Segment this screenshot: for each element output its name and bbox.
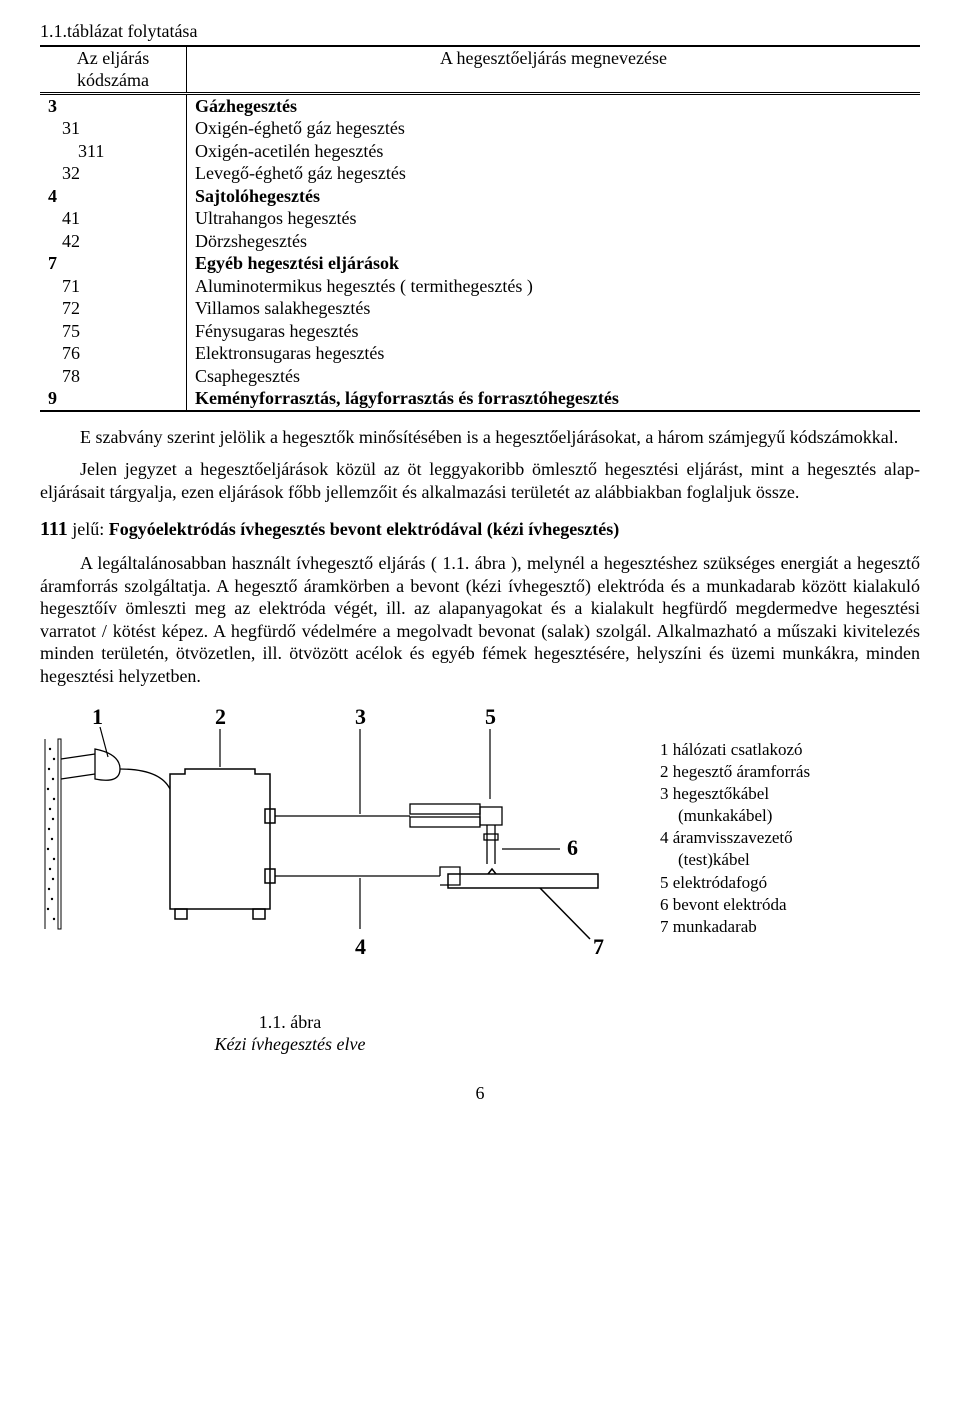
figure-legend: 1 hálózati csatlakozó2 hegesztő áramforr… — [660, 739, 810, 938]
table-code: 4 — [40, 185, 187, 208]
paragraph-2: Jelen jegyzet a hegesztőeljárások közül … — [40, 458, 920, 503]
paragraph-1: E szabvány szerint jelölik a hegesztők m… — [40, 426, 920, 449]
legend-line: 7 munkadarab — [660, 916, 810, 938]
table-name: Villamos salakhegesztés — [187, 297, 921, 320]
section-number: 111 — [40, 518, 68, 540]
table-name: Keményforrasztás, lágyforrasztás és forr… — [187, 387, 921, 411]
th-code-l2: kódszáma — [77, 70, 149, 90]
table-name: Ultrahangos hegesztés — [187, 207, 921, 230]
table-code: 31 — [40, 117, 187, 140]
figure-diagram: 1 2 3 5 4 6 7 — [40, 699, 640, 999]
fig-label-1: 1 — [92, 704, 103, 729]
table-caption: 1.1.táblázat folytatása — [40, 20, 920, 43]
table-code: 3 — [40, 93, 187, 117]
legend-line: 3 hegesztőkábel — [660, 783, 810, 805]
table-name: Levegő-éghető gáz hegesztés — [187, 162, 921, 185]
table-name: Oxigén-éghető gáz hegesztés — [187, 117, 921, 140]
table-code: 7 — [40, 252, 187, 275]
table-code: 71 — [40, 275, 187, 298]
legend-line: (munkakábel) — [660, 805, 810, 827]
legend-line: 5 elektródafogó — [660, 872, 810, 894]
legend-line: 4 áramvisszavezető — [660, 827, 810, 849]
table-name: Fénysugaras hegesztés — [187, 320, 921, 343]
table-code: 41 — [40, 207, 187, 230]
figure-caption-l2: Kézi ívhegesztés elve — [140, 1033, 440, 1056]
th-code-l1: Az eljárás — [77, 48, 149, 68]
section-title: Fogyóelektródás ívhegesztés bevont elekt… — [109, 519, 619, 539]
figure-caption: 1.1. ábra Kézi ívhegesztés elve — [140, 1011, 440, 1056]
figure-svg-wrap: 1 2 3 5 4 6 7 1.1. ábra Kézi ívhegesztés… — [40, 699, 640, 1056]
fig-label-3: 3 — [355, 704, 366, 729]
fig-label-2: 2 — [215, 704, 226, 729]
legend-line: 6 bevont elektróda — [660, 894, 810, 916]
figure-caption-l1: 1.1. ábra — [140, 1011, 440, 1034]
legend-line: 1 hálózati csatlakozó — [660, 739, 810, 761]
codes-table: Az eljárás kódszáma A hegesztőeljárás me… — [40, 45, 920, 412]
table-name: Oxigén-acetilén hegesztés — [187, 140, 921, 163]
table-name: Sajtolóhegesztés — [187, 185, 921, 208]
section-heading: 111 jelű: Fogyóelektródás ívhegesztés be… — [40, 517, 920, 542]
table-name: Csaphegesztés — [187, 365, 921, 388]
table-code: 75 — [40, 320, 187, 343]
legend-line: (test)kábel — [660, 849, 810, 871]
table-code: 32 — [40, 162, 187, 185]
section-body: A legáltalánosabban használt ívhegesztő … — [40, 552, 920, 687]
table-code: 76 — [40, 342, 187, 365]
fig-label-4: 5 — [485, 704, 496, 729]
fig-label-7: 7 — [593, 934, 604, 959]
fig-label-6: 6 — [567, 835, 578, 860]
th-code: Az eljárás kódszáma — [40, 46, 187, 94]
fig-label-5: 4 — [355, 934, 366, 959]
table-name: Egyéb hegesztési eljárások — [187, 252, 921, 275]
table-code: 9 — [40, 387, 187, 411]
section-number-suffix: jelű: — [68, 519, 109, 539]
table-name: Gázhegesztés — [187, 93, 921, 117]
table-code: 72 — [40, 297, 187, 320]
legend-line: 2 hegesztő áramforrás — [660, 761, 810, 783]
table-code: 311 — [40, 140, 187, 163]
table-name: Dörzshegesztés — [187, 230, 921, 253]
table-name: Elektronsugaras hegesztés — [187, 342, 921, 365]
page-number: 6 — [40, 1082, 920, 1105]
table-code: 78 — [40, 365, 187, 388]
figure-row: 1 2 3 5 4 6 7 1.1. ábra Kézi ívhegesztés… — [40, 699, 920, 1056]
table-code: 42 — [40, 230, 187, 253]
th-name: A hegesztőeljárás megnevezése — [187, 46, 921, 94]
table-name: Aluminotermikus hegesztés ( termithegesz… — [187, 275, 921, 298]
